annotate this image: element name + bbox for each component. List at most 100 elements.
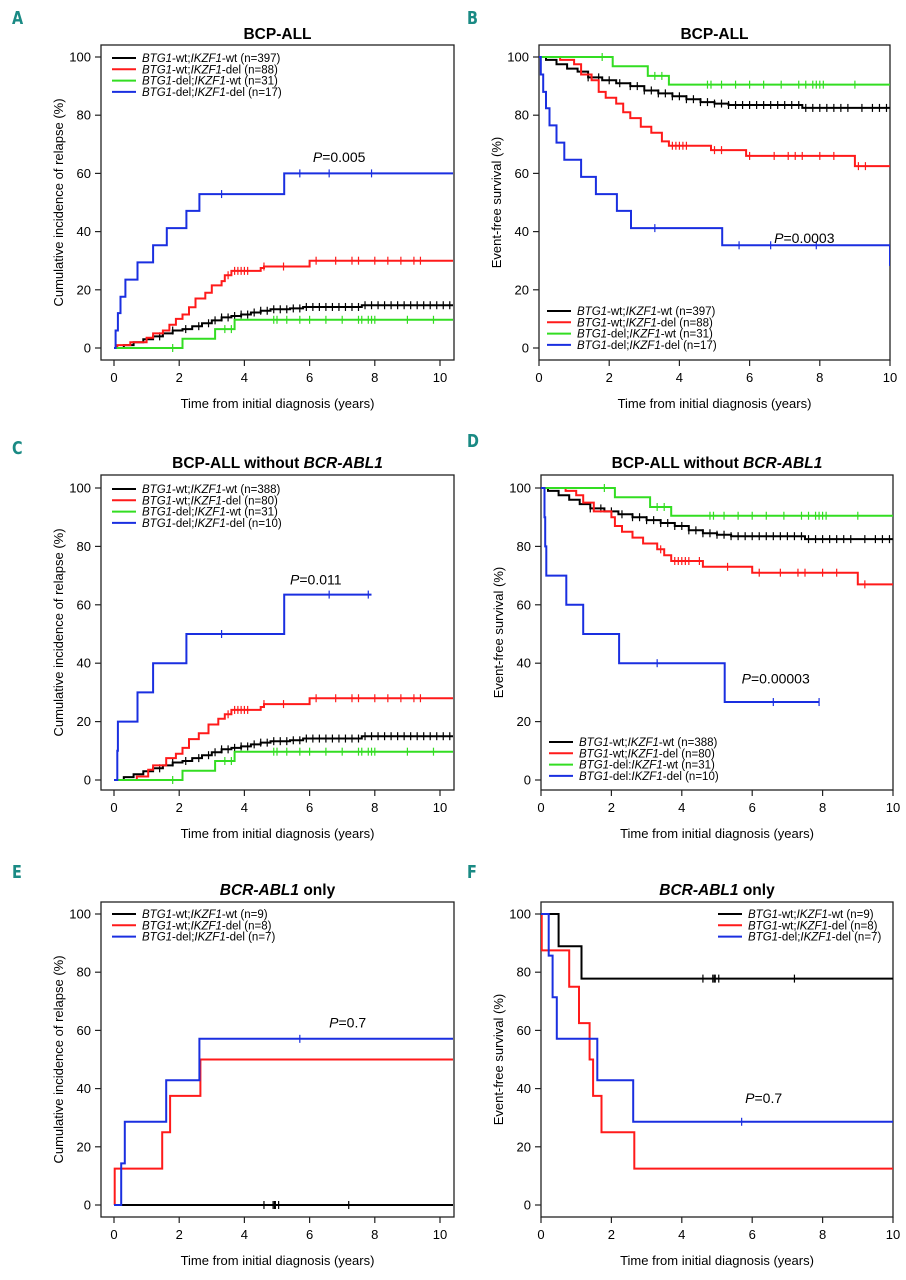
x-tick-label: 8 [371, 1227, 378, 1242]
legend-text-part: BTG1 [142, 920, 172, 932]
panel-f: BCR-ABL1 only 0 20 40 60 80 100 0 2 4 6 8 10 Time fro… [491, 882, 900, 1268]
legend-text-part: -del: [609, 771, 631, 783]
p-symbol: P [290, 571, 300, 587]
legend: BTG1-wt;IKZF1-wt (n=9)BTG1-wt;IKZF1-del … [112, 909, 275, 944]
p-value-annotation: P=0.005 [313, 149, 366, 165]
title-part: BCP-ALL [243, 26, 311, 43]
km-curve-line [113, 1058, 453, 1206]
km-curve-line [539, 56, 890, 266]
legend-entry: BTG1-del;IKZF1-wt (n=31) [142, 507, 278, 519]
y-tick-label: 60 [77, 1023, 91, 1038]
legend-text-part: BTG1 [577, 340, 607, 352]
legend-text-part: -wt (n=397) [222, 53, 281, 65]
legend-text-part: BTG1 [142, 64, 172, 76]
legend-text-part: -del; [607, 329, 629, 341]
x-tick-label: 0 [537, 1227, 544, 1242]
legend-entry: BTG1-del;IKZF1-del (n=10) [142, 518, 282, 530]
legend-text-part: IKZF1 [194, 507, 225, 519]
title-part: BCR-ABL1 [659, 882, 738, 899]
legend-text-part: IKZF1 [800, 932, 831, 944]
p-value-annotation: P=0.00003 [742, 671, 810, 687]
x-tick-label: 6 [306, 370, 313, 385]
legend-text-part: -wt (n=397) [657, 306, 716, 318]
chart-title: BCR-ABL1 only [220, 882, 336, 899]
legend-entry: BTG1-del;IKZF1-wt (n=31) [577, 329, 713, 341]
km-curve-line [539, 56, 890, 86]
legend-text-part: -del; [172, 518, 194, 530]
title-part: BCR-ABL1 [743, 455, 822, 472]
legend-entry: BTG1-wt;IKZF1-wt (n=397) [577, 306, 716, 318]
km-curve-line [114, 593, 372, 781]
x-tick-label: 4 [241, 1227, 248, 1242]
legend: BTG1-wt;IKZF1-wt (n=388)BTG1-wt;IKZF1-de… [549, 737, 719, 783]
x-tick-label: 6 [749, 1227, 756, 1242]
legend-entry: BTG1-wt;IKZF1-wt (n=397) [142, 53, 281, 65]
chart-title: BCP-ALL [680, 26, 748, 43]
y-tick-label: 0 [524, 1198, 531, 1213]
x-tick-label: 10 [886, 1227, 900, 1242]
legend-text-part: BTG1 [579, 748, 609, 760]
series-green [114, 747, 453, 784]
legend-entry: BTG1-wt;IKZF1-del (n=88) [577, 317, 713, 329]
legend-text-part: BTG1 [579, 760, 609, 772]
legend-text-part: -wt; [607, 306, 626, 318]
legend-text-part: -wt (n=388) [659, 737, 718, 749]
legend-text-part: IKZF1 [631, 760, 662, 772]
p-value-annotation: P=0.0003 [774, 230, 835, 246]
y-axis-label: Event-free survival (%) [491, 994, 506, 1125]
y-tick-label: 40 [77, 656, 91, 671]
x-tick-label: 6 [306, 800, 313, 815]
y-tick-label: 100 [509, 481, 531, 496]
x-tick-label: 10 [433, 800, 447, 815]
x-tick-label: 2 [608, 1227, 615, 1242]
p-symbol: P [774, 230, 784, 246]
legend-text-part: BTG1 [748, 909, 778, 921]
legend: BTG1-wt;IKZF1-wt (n=9)BTG1-wt;IKZF1-del … [718, 909, 881, 944]
p-value-annotation: P=0.011 [290, 571, 342, 587]
panel-c: BCP-ALL without BCR-ABL1 0 20 40 60 80 100 0 2 4 6… [51, 455, 455, 841]
y-tick-label: 20 [77, 282, 91, 297]
legend-text-part: -wt (n=9) [222, 909, 268, 921]
x-tick-label: 0 [110, 1227, 117, 1242]
y-axis-label: Cumulative incidence of relapse (%) [51, 955, 66, 1163]
x-tick-label: 2 [176, 800, 183, 815]
legend-text-part: -wt; [778, 920, 797, 932]
legend-text-part: IKZF1 [797, 920, 828, 932]
legend-text-part: -del; [172, 932, 194, 944]
x-tick-label: 8 [371, 800, 378, 815]
chart-title: BCR-ABL1 only [659, 882, 775, 899]
legend-text-part: IKZF1 [628, 748, 659, 760]
y-tick-label: 100 [509, 907, 531, 922]
plot-frame [100, 44, 455, 361]
legend-text-part: -wt; [172, 53, 191, 65]
y-tick-label: 20 [517, 1139, 531, 1154]
legend-entry: BTG1-wt;IKZF1-del (n=80) [142, 495, 278, 507]
series-blue [541, 913, 893, 1126]
y-tick-label: 20 [77, 1139, 91, 1154]
series-green [541, 484, 893, 520]
series-blue [114, 169, 453, 349]
legend-text-part: IKZF1 [194, 518, 225, 530]
legend-entry: BTG1-wt;IKZF1-wt (n=9) [748, 909, 874, 921]
km-curve-line [114, 304, 453, 349]
y-tick-label: 80 [517, 539, 531, 554]
x-tick-label: 2 [176, 1227, 183, 1242]
y-tick-label: 0 [84, 773, 91, 788]
legend-entry: BTG1-wt;IKZF1-del (n=8) [142, 920, 272, 932]
km-curve-line [541, 913, 893, 1123]
legend-text-part: BTG1 [142, 495, 172, 507]
legend: BTG1-wt;IKZF1-wt (n=397)BTG1-wt;IKZF1-de… [112, 53, 282, 99]
plot-frame [538, 44, 891, 361]
legend-entry: BTG1-wt;IKZF1-del (n=80) [579, 748, 715, 760]
y-tick-label: 40 [77, 1081, 91, 1096]
y-tick-label: 0 [522, 341, 529, 356]
legend-entry: BTG1-wt;IKZF1-wt (n=9) [142, 909, 268, 921]
legend: BTG1-wt;IKZF1-wt (n=388)BTG1-wt;IKZF1-de… [112, 484, 282, 530]
legend-text-part: -wt; [609, 737, 628, 749]
legend-text-part: -del (n=80) [222, 495, 278, 507]
legend-text-part: -wt (n=31) [663, 760, 715, 772]
legend-text-part: -del (n=10) [663, 771, 719, 783]
legend-text-part: BTG1 [142, 932, 172, 944]
y-tick-label: 80 [77, 108, 91, 123]
legend-text-part: -wt; [172, 64, 191, 76]
